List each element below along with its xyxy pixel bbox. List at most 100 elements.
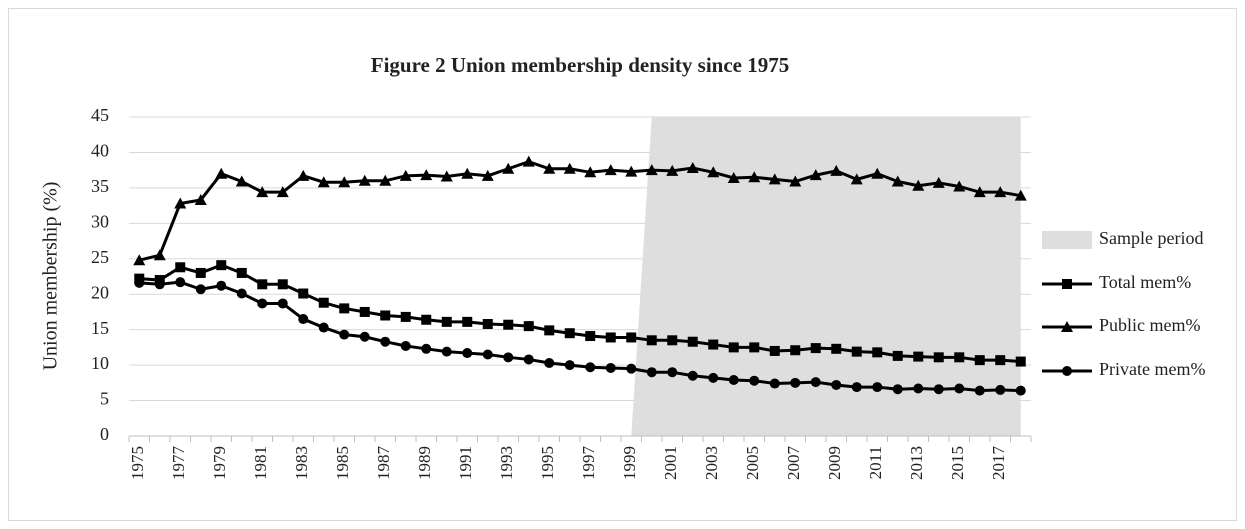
- marker: [482, 349, 493, 360]
- marker: [380, 336, 391, 347]
- marker: [769, 345, 780, 356]
- legend-swatch: [1042, 231, 1092, 249]
- marker: [850, 173, 863, 185]
- marker: [871, 167, 884, 179]
- marker: [421, 314, 432, 325]
- y-tick-label: 25: [91, 247, 109, 267]
- chart-frame: [8, 8, 1237, 521]
- x-tick-label: 2015: [948, 446, 967, 480]
- x-tick-label: 1985: [333, 446, 352, 480]
- marker: [175, 277, 186, 288]
- x-tick-label: 2003: [702, 446, 721, 480]
- marker: [769, 378, 780, 389]
- marker: [728, 374, 739, 385]
- marker: [256, 186, 269, 198]
- marker: [932, 176, 945, 188]
- marker: [359, 306, 370, 317]
- marker: [399, 169, 412, 181]
- marker: [236, 288, 247, 299]
- marker: [666, 164, 679, 176]
- marker: [605, 362, 616, 373]
- marker: [298, 288, 309, 299]
- marker: [872, 347, 883, 358]
- marker: [421, 343, 432, 354]
- x-tick-label: 1987: [374, 446, 393, 481]
- y-axis-label: Union membership (%): [40, 182, 62, 371]
- marker: [216, 260, 227, 271]
- marker: [646, 367, 657, 378]
- marker: [318, 322, 329, 333]
- marker: [235, 175, 248, 187]
- chart-title: Figure 2 Union membership density since …: [371, 53, 789, 77]
- marker: [379, 174, 392, 186]
- marker: [503, 352, 514, 363]
- area: [139, 117, 1021, 436]
- legend-label: Public mem%: [1099, 315, 1201, 335]
- y-tick-label: 10: [91, 353, 109, 373]
- marker: [503, 319, 514, 330]
- marker: [954, 352, 965, 363]
- marker: [973, 186, 986, 198]
- marker: [974, 355, 985, 366]
- marker: [810, 343, 821, 354]
- marker: [339, 329, 350, 340]
- marker: [420, 169, 433, 181]
- marker: [523, 354, 534, 365]
- marker: [584, 166, 597, 178]
- marker: [913, 351, 924, 362]
- marker: [748, 171, 761, 183]
- marker: [790, 345, 801, 356]
- marker: [831, 343, 842, 354]
- x-tick-label: 2001: [661, 446, 680, 480]
- marker: [215, 167, 228, 179]
- marker: [933, 352, 944, 363]
- marker: [318, 297, 329, 308]
- x-tick-label: 1975: [128, 446, 147, 480]
- marker: [461, 167, 474, 179]
- marker: [544, 325, 555, 336]
- x-tick-label: 2011: [866, 446, 885, 479]
- marker: [687, 336, 698, 347]
- x-tick-label: 1995: [538, 446, 557, 480]
- x-tick-label: 2007: [784, 446, 803, 481]
- marker: [257, 279, 268, 290]
- marker: [481, 169, 494, 181]
- marker: [174, 197, 187, 209]
- y-tick-label: 20: [91, 282, 109, 302]
- x-tick-label: 1997: [579, 446, 598, 481]
- marker: [462, 316, 473, 327]
- marker: [543, 162, 556, 174]
- x-tick-label: 1991: [456, 446, 475, 480]
- marker: [441, 316, 452, 327]
- x-tick-label: 2017: [989, 446, 1008, 481]
- marker: [851, 382, 862, 393]
- marker: [790, 377, 801, 388]
- marker: [462, 348, 473, 359]
- marker: [954, 383, 965, 394]
- x-tick-label: 1993: [497, 446, 516, 480]
- marker: [933, 384, 944, 395]
- marker: [727, 171, 740, 183]
- marker: [810, 377, 821, 388]
- marker: [134, 277, 145, 288]
- marker: [339, 303, 350, 314]
- marker: [236, 267, 247, 278]
- marker: [133, 254, 146, 266]
- marker: [216, 280, 227, 291]
- marker: [257, 298, 268, 309]
- marker: [604, 164, 617, 176]
- marker: [995, 384, 1006, 395]
- marker: [667, 367, 678, 378]
- legend-marker: [1062, 366, 1072, 376]
- legend-label: Private mem%: [1099, 359, 1205, 379]
- y-tick-label: 45: [91, 105, 109, 125]
- marker: [953, 180, 966, 192]
- marker: [749, 375, 760, 386]
- marker: [523, 321, 534, 332]
- x-tick-label: 1981: [251, 446, 270, 480]
- marker: [913, 383, 924, 394]
- marker: [153, 249, 166, 261]
- y-tick-label: 35: [91, 176, 109, 196]
- marker: [728, 342, 739, 353]
